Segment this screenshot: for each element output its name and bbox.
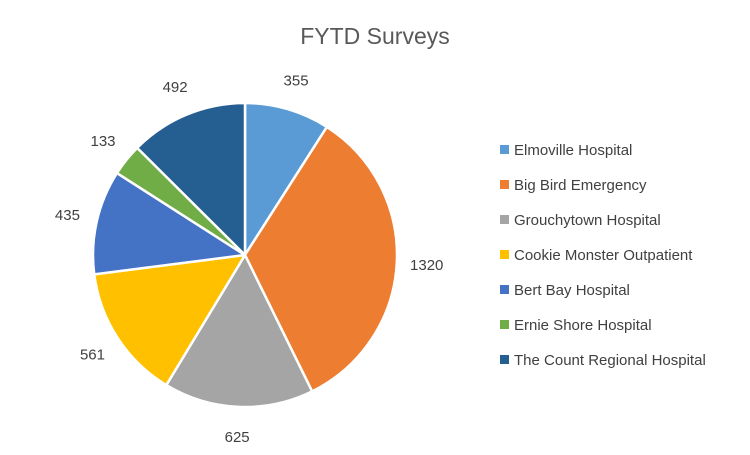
- legend-swatch: [500, 285, 509, 294]
- legend-swatch: [500, 180, 509, 189]
- data-label-elmoville-hospital: 355: [284, 72, 309, 89]
- legend-item-big-bird-emergency: Big Bird Emergency: [500, 177, 647, 194]
- pie-slice-grouchytown-hospital: [165, 253, 314, 409]
- legend-label: The Count Regional Hospital: [514, 352, 706, 369]
- data-label-the-count-regional-hospital: 492: [163, 79, 188, 96]
- legend-swatch: [500, 320, 509, 329]
- legend-label: Ernie Shore Hospital: [514, 317, 652, 334]
- legend-label: Big Bird Emergency: [514, 177, 647, 194]
- pie-slices: [91, 101, 399, 409]
- legend-swatch: [500, 250, 509, 259]
- legend-label: Grouchytown Hospital: [514, 212, 661, 229]
- legend: Elmoville Hospital Big Bird Emergency Grou…: [500, 142, 706, 369]
- legend-swatch: [500, 145, 509, 154]
- data-label-bert-bay-hospital: 435: [55, 207, 80, 224]
- legend-swatch: [500, 215, 509, 224]
- pie-slice-cookie-monster-outpatient: [92, 253, 247, 387]
- data-label-big-bird-emergency: 1320: [410, 257, 443, 274]
- pie-slice-the-count-regional-hospital: [135, 101, 247, 257]
- chart-title: FYTD Surveys: [300, 23, 450, 49]
- legend-item-cookie-monster-outpatient: Cookie Monster Outpatient: [500, 247, 693, 264]
- legend-item-elmoville-hospital: Elmoville Hospital: [500, 142, 632, 159]
- data-label-cookie-monster-outpatient: 561: [80, 346, 105, 363]
- data-labels: 355 1320 625 561 435 133 492: [55, 72, 444, 446]
- legend-item-the-count-regional-hospital: The Count Regional Hospital: [500, 352, 706, 369]
- legend-item-bert-bay-hospital: Bert Bay Hospital: [500, 282, 630, 299]
- pie-slice-bert-bay-hospital: [91, 171, 247, 276]
- pie-slice-elmoville-hospital: [243, 101, 329, 257]
- legend-item-ernie-shore-hospital: Ernie Shore Hospital: [500, 317, 652, 334]
- legend-label: Cookie Monster Outpatient: [514, 247, 693, 264]
- legend-label: Bert Bay Hospital: [514, 282, 630, 299]
- data-label-grouchytown-hospital: 625: [225, 429, 250, 446]
- legend-item-grouchytown-hospital: Grouchytown Hospital: [500, 212, 661, 229]
- pie-slice-big-bird-emergency: [243, 125, 399, 393]
- legend-label: Elmoville Hospital: [514, 142, 632, 159]
- data-label-ernie-shore-hospital: 133: [90, 133, 115, 150]
- legend-swatch: [500, 355, 509, 364]
